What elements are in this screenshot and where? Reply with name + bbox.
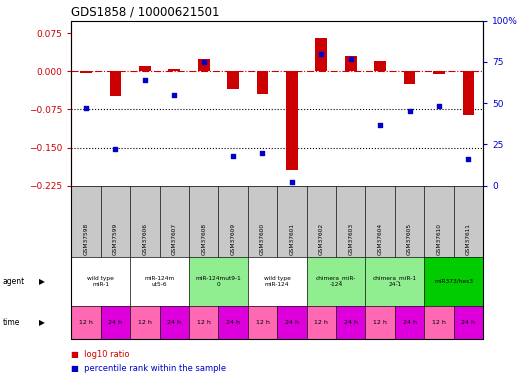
Point bbox=[435, 104, 443, 110]
Bar bbox=[433, 71, 445, 74]
Bar bbox=[404, 71, 416, 84]
Text: 24 h: 24 h bbox=[167, 320, 181, 325]
Point bbox=[288, 179, 296, 185]
Text: GSM37611: GSM37611 bbox=[466, 223, 471, 255]
Bar bbox=[257, 71, 268, 94]
Text: wild type
miR-1: wild type miR-1 bbox=[87, 276, 114, 286]
Text: miR373/hes3: miR373/hes3 bbox=[434, 279, 473, 284]
Bar bbox=[286, 71, 298, 170]
Text: ▶: ▶ bbox=[39, 277, 45, 286]
Text: GSM37602: GSM37602 bbox=[319, 223, 324, 255]
Text: 24 h: 24 h bbox=[226, 320, 240, 325]
Text: GSM37603: GSM37603 bbox=[348, 223, 353, 255]
Point bbox=[258, 150, 267, 156]
Bar bbox=[168, 69, 180, 71]
Point bbox=[140, 77, 149, 83]
Text: ■  log10 ratio: ■ log10 ratio bbox=[71, 350, 130, 359]
Text: GSM37610: GSM37610 bbox=[437, 223, 441, 255]
Bar bbox=[198, 59, 210, 71]
Text: 12 h: 12 h bbox=[373, 320, 387, 325]
Text: wild type
miR-124: wild type miR-124 bbox=[264, 276, 290, 286]
Point bbox=[111, 146, 120, 152]
Text: 24 h: 24 h bbox=[402, 320, 417, 325]
Text: 24 h: 24 h bbox=[344, 320, 358, 325]
Text: GSM37604: GSM37604 bbox=[378, 223, 383, 255]
Bar bbox=[80, 71, 92, 73]
Text: time: time bbox=[3, 318, 20, 327]
Text: GSM37600: GSM37600 bbox=[260, 223, 265, 255]
Point bbox=[376, 122, 384, 128]
Point bbox=[317, 51, 326, 57]
Text: GSM37598: GSM37598 bbox=[83, 223, 89, 255]
Text: 12 h: 12 h bbox=[138, 320, 152, 325]
Point bbox=[229, 153, 237, 159]
Text: 12 h: 12 h bbox=[432, 320, 446, 325]
Bar bbox=[139, 66, 150, 71]
Point bbox=[464, 156, 473, 162]
Bar bbox=[109, 71, 121, 96]
Point bbox=[82, 105, 90, 111]
Text: miR-124mut9-1
0: miR-124mut9-1 0 bbox=[195, 276, 241, 286]
Text: miR-124m
ut5-6: miR-124m ut5-6 bbox=[144, 276, 175, 286]
Bar bbox=[374, 61, 386, 71]
Bar bbox=[315, 38, 327, 71]
Text: ▶: ▶ bbox=[39, 318, 45, 327]
Point bbox=[346, 56, 355, 62]
Text: GSM37599: GSM37599 bbox=[113, 223, 118, 255]
Text: ■  percentile rank within the sample: ■ percentile rank within the sample bbox=[71, 364, 227, 373]
Text: 12 h: 12 h bbox=[197, 320, 211, 325]
Text: 12 h: 12 h bbox=[79, 320, 93, 325]
Text: 24 h: 24 h bbox=[461, 320, 475, 325]
Text: 24 h: 24 h bbox=[285, 320, 299, 325]
Text: chimera_miR-1
24-1: chimera_miR-1 24-1 bbox=[373, 276, 417, 287]
Text: GDS1858 / 10000621501: GDS1858 / 10000621501 bbox=[71, 6, 220, 19]
Text: GSM37605: GSM37605 bbox=[407, 223, 412, 255]
Text: GSM37609: GSM37609 bbox=[231, 223, 235, 255]
Point bbox=[200, 59, 208, 65]
Text: 24 h: 24 h bbox=[108, 320, 122, 325]
Text: agent: agent bbox=[3, 277, 25, 286]
Bar bbox=[345, 56, 356, 71]
Text: GSM37607: GSM37607 bbox=[172, 223, 177, 255]
Bar bbox=[463, 71, 474, 114]
Text: GSM37608: GSM37608 bbox=[201, 223, 206, 255]
Text: 12 h: 12 h bbox=[256, 320, 269, 325]
Point bbox=[170, 92, 178, 98]
Bar bbox=[227, 71, 239, 89]
Text: GSM37601: GSM37601 bbox=[289, 223, 295, 255]
Text: 12 h: 12 h bbox=[314, 320, 328, 325]
Text: GSM37606: GSM37606 bbox=[143, 223, 147, 255]
Text: chimera_miR-
-124: chimera_miR- -124 bbox=[316, 276, 356, 287]
Point bbox=[406, 108, 414, 114]
